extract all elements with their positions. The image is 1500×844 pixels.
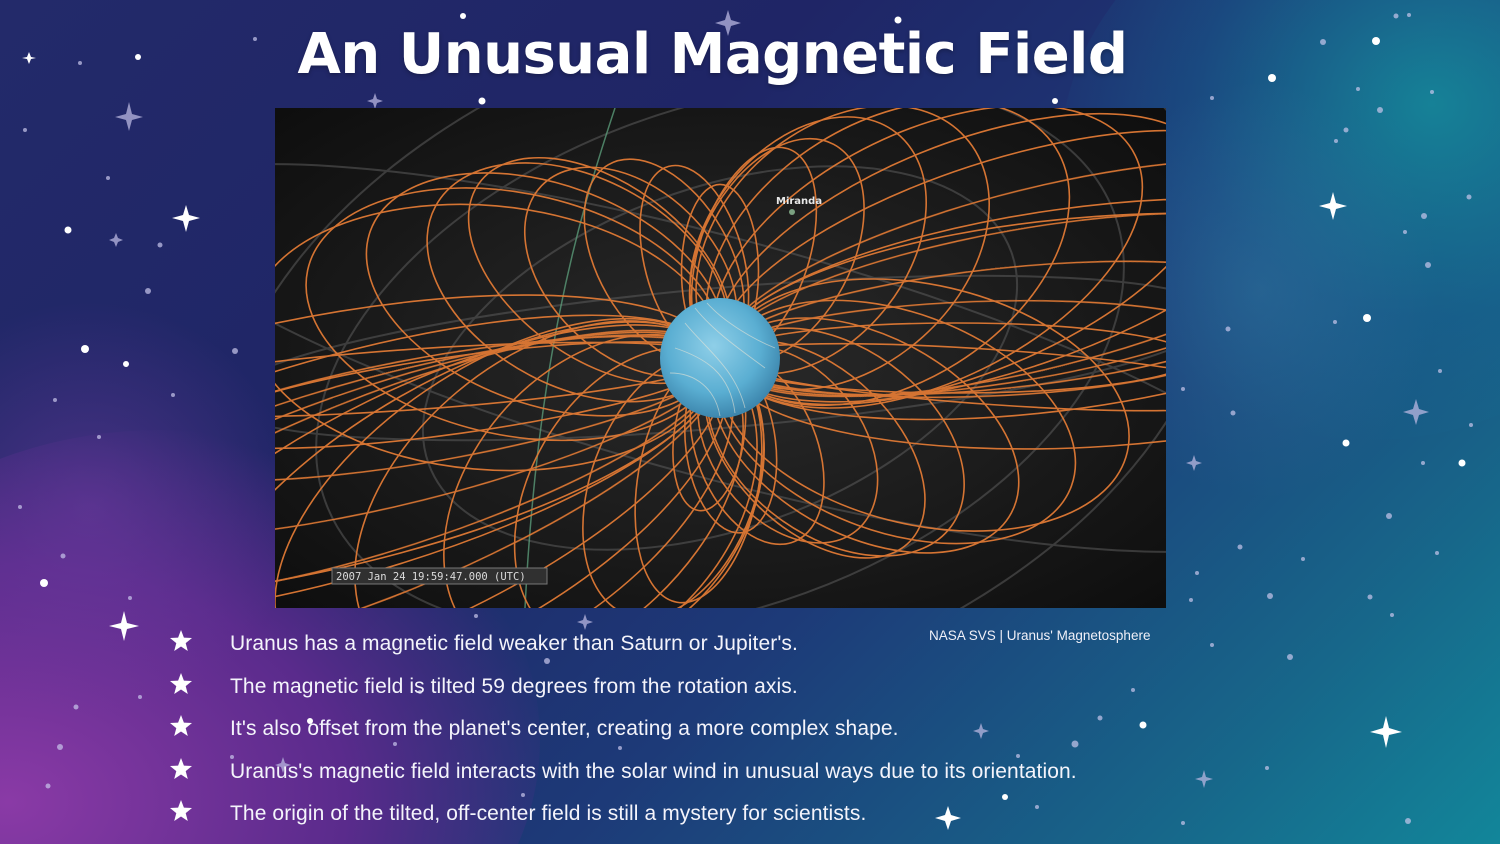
star-icon [170, 800, 192, 821]
image-credit: NASA SVS | Uranus' Magnetosphere [929, 628, 1151, 643]
sparkle-icons [22, 52, 1402, 830]
star-icon [170, 630, 192, 651]
bullet-text: The magnetic field is tilted 59 degrees … [230, 674, 798, 698]
timestamp-label: 2007 Jan 24 19:59:47.000 (UTC) [336, 571, 526, 583]
list-item: The origin of the tilted, off-center fie… [168, 798, 1168, 841]
bullet-text: Uranus's magnetic field interacts with t… [230, 759, 1077, 783]
slide-title: An Unusual Magnetic Field [297, 22, 1128, 87]
miranda-moon [789, 209, 795, 215]
moon-label: Miranda [776, 196, 822, 207]
star-icon [170, 715, 192, 736]
bullet-list: Uranus has a magnetic field weaker than … [168, 628, 1168, 841]
list-item: It's also offset from the planet's cente… [168, 713, 1168, 756]
bullet-text: The origin of the tilted, off-center fie… [230, 802, 867, 825]
timestamp-box [331, 567, 548, 585]
uranus-planet [660, 298, 780, 418]
magnetosphere-visualization: Miranda 2007 Jan 24 19:59:47.000 (UTC) [275, 108, 1166, 608]
magnetosphere-image: Miranda 2007 Jan 24 19:59:47.000 (UTC) [275, 108, 1166, 608]
bullet-text: It's also offset from the planet's cente… [230, 717, 899, 740]
star-icon [170, 672, 192, 694]
list-item: Uranus's magnetic field interacts with t… [168, 756, 1168, 799]
list-item: Uranus has a magnetic field weaker than … [168, 628, 1168, 671]
list-item: The magnetic field is tilted 59 degrees … [168, 671, 1168, 714]
star-icon [170, 757, 192, 779]
bullet-text: Uranus has a magnetic field weaker than … [230, 632, 798, 655]
